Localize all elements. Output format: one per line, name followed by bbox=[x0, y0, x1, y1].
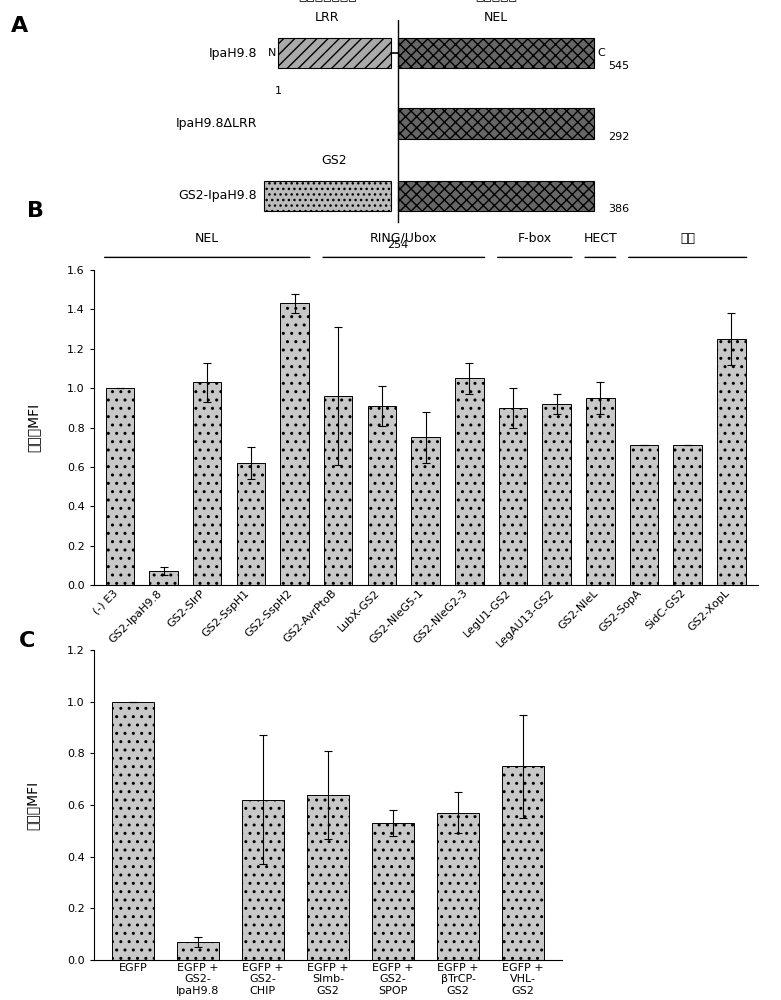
Bar bbox=[105, 388, 134, 585]
Bar bbox=[177, 942, 219, 960]
Text: C: C bbox=[598, 48, 605, 58]
Bar bbox=[368, 406, 396, 585]
Text: NEL: NEL bbox=[195, 232, 219, 245]
Bar bbox=[193, 382, 222, 585]
Text: 催化结构域: 催化结构域 bbox=[475, 0, 517, 2]
Bar bbox=[499, 408, 527, 585]
Text: F-box: F-box bbox=[518, 232, 552, 245]
Bar bbox=[673, 445, 702, 585]
Text: 545: 545 bbox=[608, 61, 629, 71]
Text: 1: 1 bbox=[275, 86, 281, 96]
Bar bbox=[398, 181, 594, 211]
Bar bbox=[717, 339, 746, 585]
Text: RING/Ubox: RING/Ubox bbox=[370, 232, 437, 245]
Bar bbox=[237, 463, 265, 585]
Text: NEL: NEL bbox=[483, 11, 508, 24]
Text: 292: 292 bbox=[608, 132, 629, 142]
Text: GS2: GS2 bbox=[322, 154, 347, 167]
Text: A: A bbox=[11, 16, 28, 36]
Text: 其他: 其他 bbox=[680, 232, 695, 245]
Bar bbox=[280, 303, 308, 585]
Bar bbox=[629, 445, 658, 585]
Text: GS2-IpaH9.8: GS2-IpaH9.8 bbox=[178, 190, 257, 202]
Bar bbox=[112, 702, 154, 960]
Bar bbox=[398, 108, 594, 139]
Bar bbox=[372, 823, 414, 960]
Text: HECT: HECT bbox=[583, 232, 617, 245]
Bar bbox=[324, 396, 352, 585]
Text: 254: 254 bbox=[387, 240, 408, 250]
Text: N: N bbox=[267, 48, 276, 58]
Text: C: C bbox=[19, 631, 35, 651]
Text: 386: 386 bbox=[608, 204, 629, 214]
Bar bbox=[543, 404, 571, 585]
Bar bbox=[264, 181, 390, 211]
Bar bbox=[307, 795, 349, 960]
Bar bbox=[412, 437, 440, 585]
Text: 归一化MFI: 归一化MFI bbox=[27, 403, 41, 452]
Bar bbox=[278, 38, 390, 68]
Bar bbox=[587, 398, 615, 585]
Bar bbox=[242, 800, 284, 960]
Bar bbox=[455, 378, 483, 585]
Text: 底物结合结构域: 底物结合结构域 bbox=[298, 0, 357, 2]
Bar bbox=[398, 38, 594, 68]
Text: IpaH9.8ΔLRR: IpaH9.8ΔLRR bbox=[176, 117, 257, 130]
Text: IpaH9.8: IpaH9.8 bbox=[209, 46, 257, 60]
Bar bbox=[437, 813, 480, 960]
Text: B: B bbox=[27, 201, 45, 221]
Text: 归一化MFI: 归一化MFI bbox=[26, 780, 40, 830]
Text: LRR: LRR bbox=[315, 11, 340, 24]
Bar bbox=[502, 766, 544, 960]
Bar bbox=[149, 571, 178, 585]
